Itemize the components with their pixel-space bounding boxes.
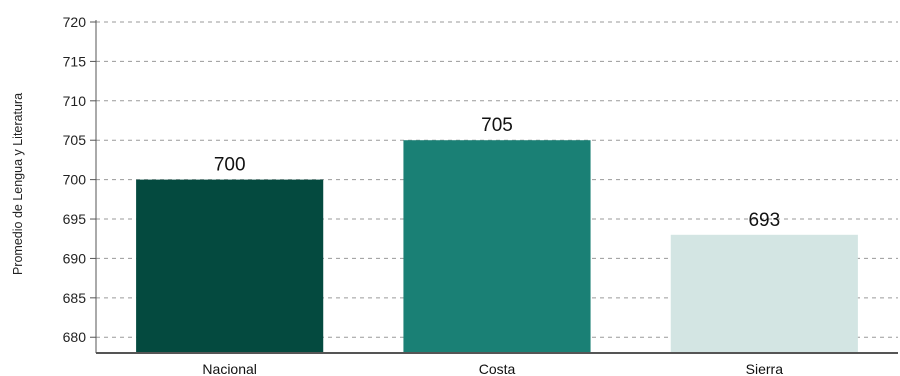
bar-costa xyxy=(403,140,591,353)
bar-nacional xyxy=(136,179,324,353)
labels: 680 685 690 695 700 705 710 715 720 700 Nacional 70… xyxy=(63,14,784,376)
bar-sierra xyxy=(670,234,858,353)
data-label: 705 xyxy=(481,115,513,136)
y-tick-label: 710 xyxy=(63,93,87,109)
y-tick-label: 720 xyxy=(63,14,87,30)
y-tick-label: 700 xyxy=(63,172,87,188)
bars xyxy=(136,140,858,353)
y-tick-label: 680 xyxy=(63,329,87,345)
y-tick-label: 685 xyxy=(63,290,87,306)
y-tick-label: 690 xyxy=(63,250,87,266)
y-axis-title: Promedio de Lengua y Literatura xyxy=(11,93,25,275)
data-label: 693 xyxy=(748,210,780,231)
x-category-label: Nacional xyxy=(202,361,256,376)
x-category-label: Costa xyxy=(479,361,516,376)
y-tick-label: 705 xyxy=(63,132,87,148)
y-tick-label: 695 xyxy=(63,211,87,227)
y-tick-label: 715 xyxy=(63,53,87,69)
x-category-label: Sierra xyxy=(746,361,784,376)
axes xyxy=(90,20,898,354)
data-label: 700 xyxy=(214,155,246,176)
